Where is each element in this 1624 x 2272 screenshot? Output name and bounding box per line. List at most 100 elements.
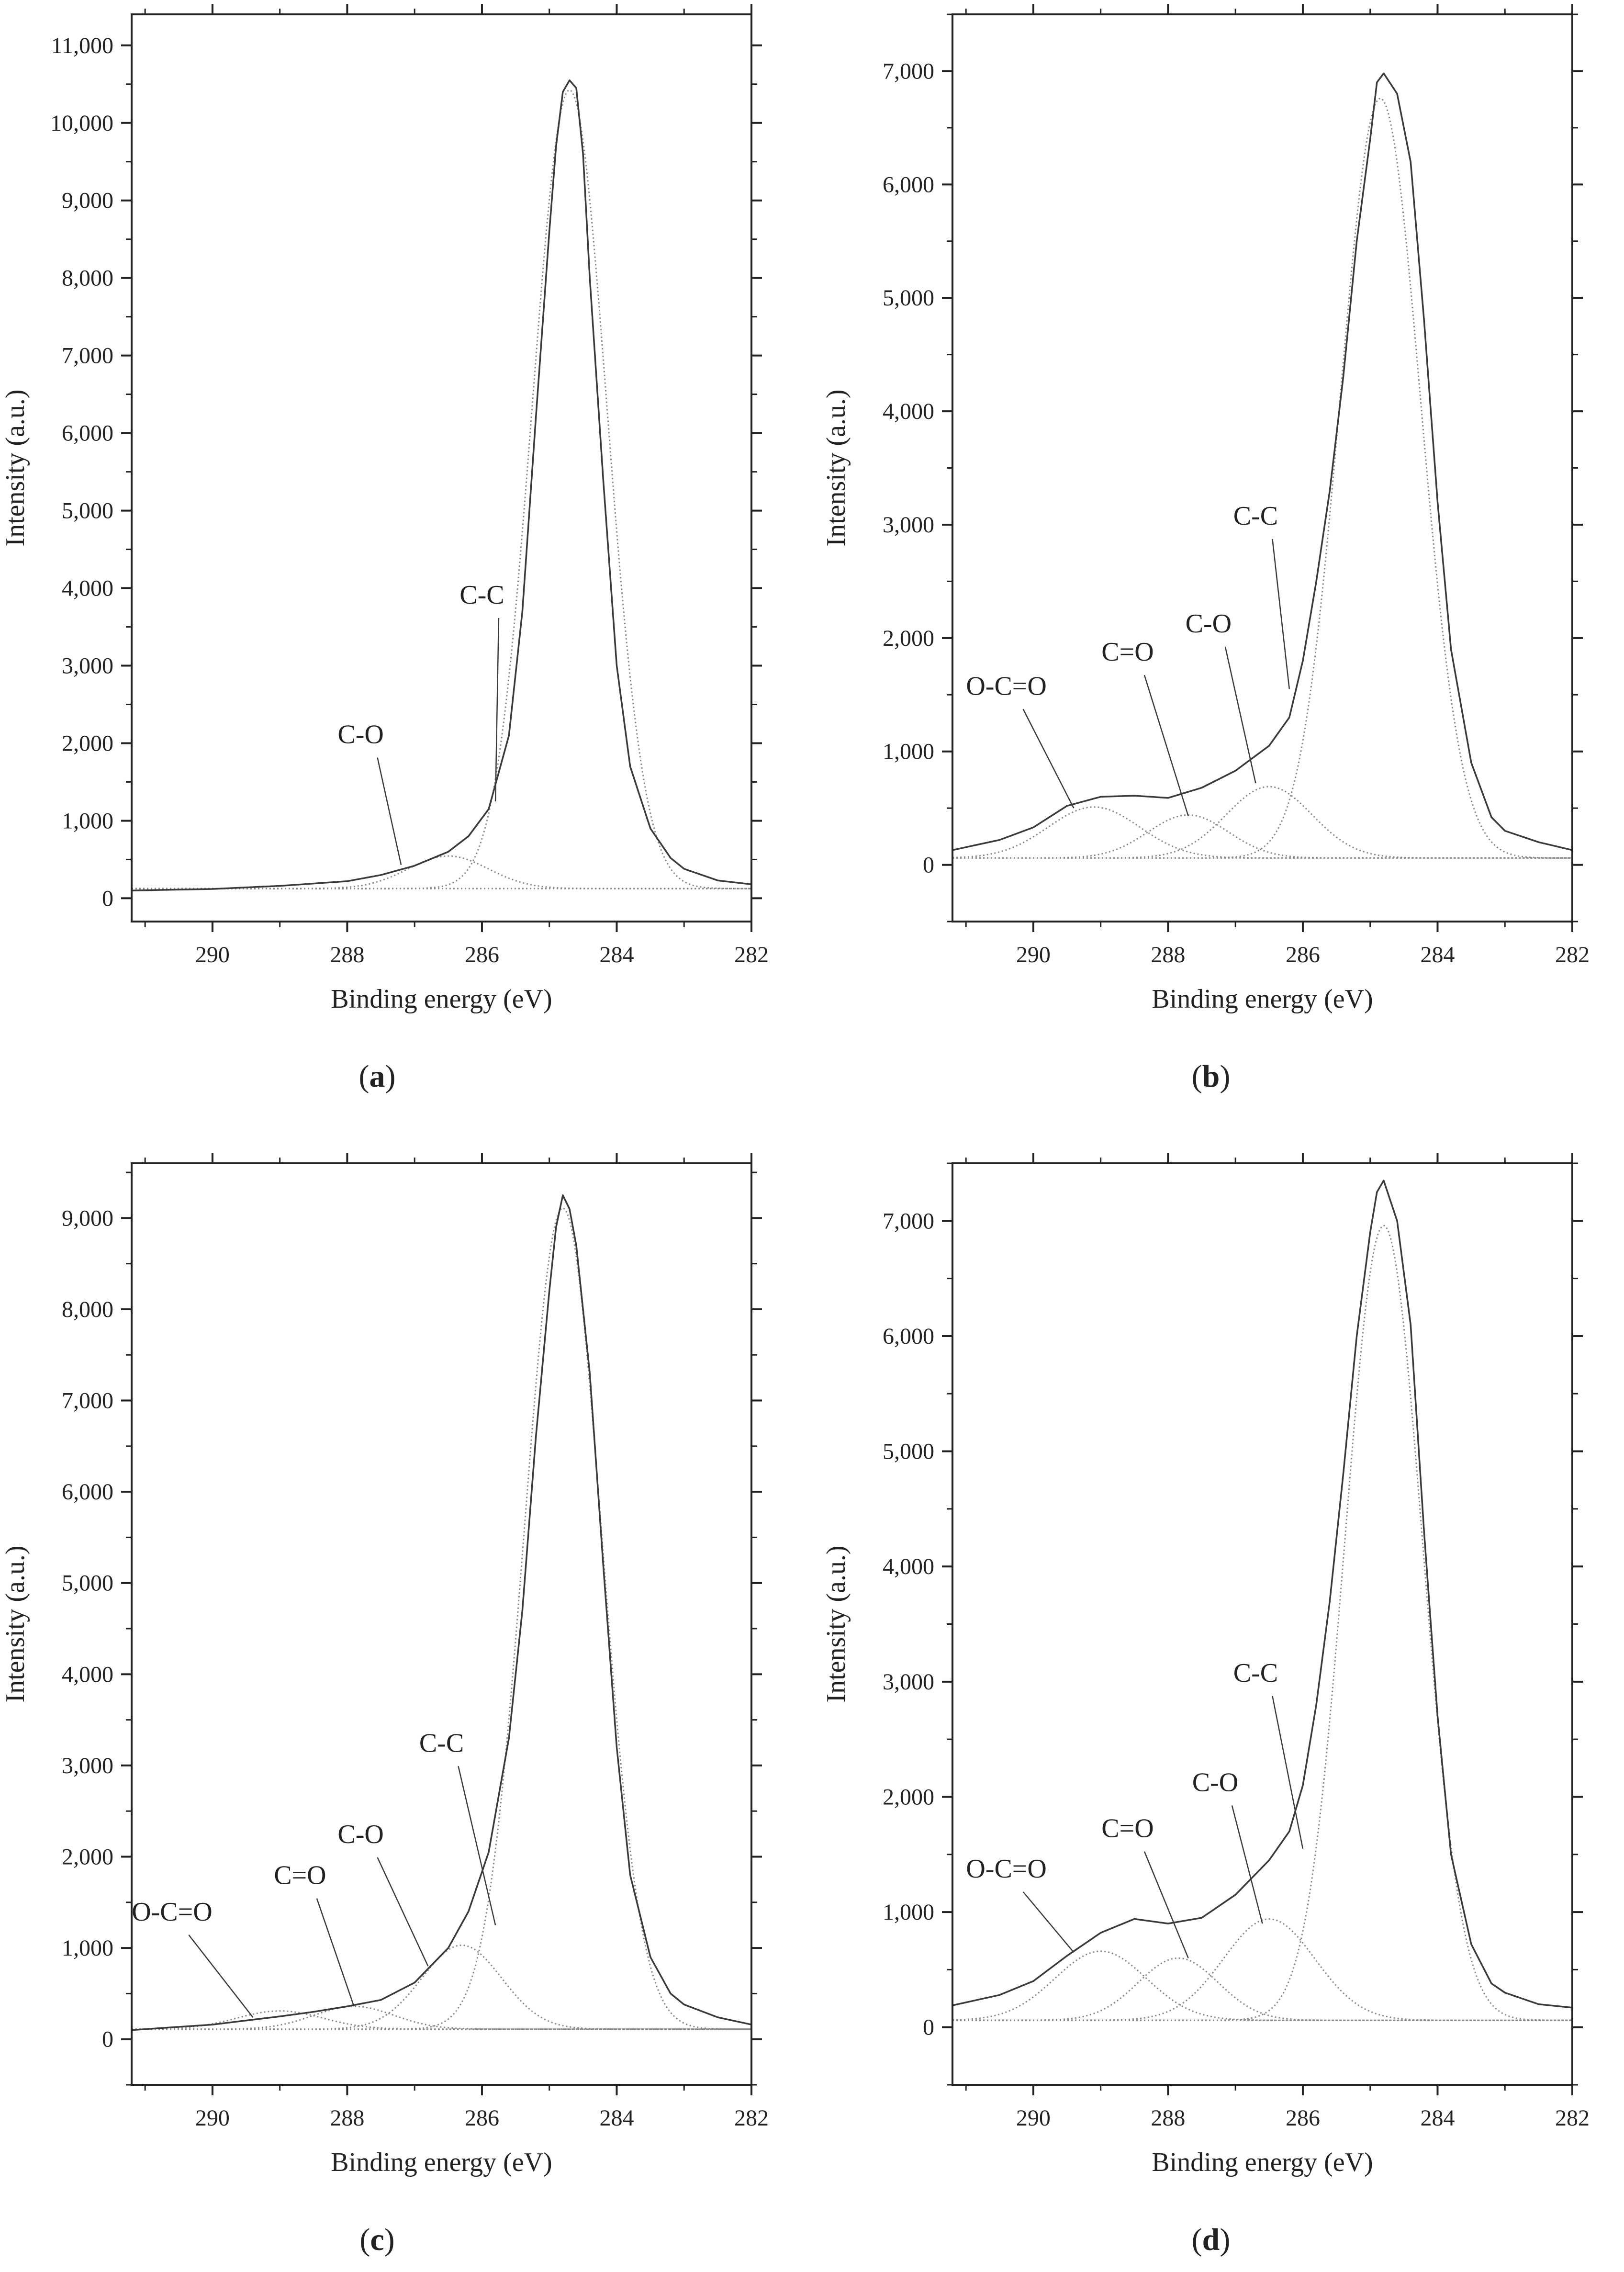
x-tick-label-a: 284 xyxy=(599,942,634,967)
annotation-o-c-o-c: O-C=O xyxy=(132,1897,212,1927)
annotation-leader-c-c-d xyxy=(1272,1696,1304,1849)
x-axis-title-b: Binding energy (eV) xyxy=(1152,984,1373,1014)
y-tick-label-c: 5,000 xyxy=(62,1571,113,1596)
x-tick-label-d: 282 xyxy=(1555,2105,1590,2131)
y-tick-label-c: 4,000 xyxy=(62,1662,113,1687)
y-tick-label-b: 0 xyxy=(923,853,934,878)
y-tick-label-b: 6,000 xyxy=(883,172,934,197)
panel-c: 290 288 286 284 282 0 1,000 2,000 3,000 4,000 5,00… xyxy=(0,1153,769,2257)
y-tick-label-a: 2,000 xyxy=(62,731,113,756)
annotation-leader-c-o-b xyxy=(1224,646,1256,784)
plot-area-a xyxy=(132,79,751,891)
y-tick-label-c: 9,000 xyxy=(62,1205,113,1231)
axes-frame-c xyxy=(131,1162,752,2086)
annotation-c-o-c: C-O xyxy=(337,1820,383,1849)
y-tick-label-b: 5,000 xyxy=(883,285,934,311)
y-tick-label-d: 1,000 xyxy=(883,1900,934,1925)
y-tick-label-a: 4,000 xyxy=(62,576,113,601)
x-tick-label-c: 282 xyxy=(734,2105,769,2131)
y-tick-label-d: 5,000 xyxy=(883,1439,934,1464)
x-tick-label-b: 290 xyxy=(1016,942,1051,967)
annotation-leader-c-c-b xyxy=(1272,539,1290,689)
measured-spectrum-a xyxy=(132,79,751,891)
y-tick-label-a: 10,000 xyxy=(50,111,113,136)
x-tick-label-a: 288 xyxy=(330,942,364,967)
y-tick-label-a: 6,000 xyxy=(62,421,113,446)
y-axis-title-b: Intensity (a.u.) xyxy=(821,389,851,546)
component-o-c-o-b xyxy=(952,806,1572,859)
plot-area-b xyxy=(952,72,1572,859)
x-tick-label-c: 284 xyxy=(599,2105,634,2131)
axes-frame-a xyxy=(131,13,752,922)
plot-area-d xyxy=(952,1180,1572,2021)
measured-spectrum-c xyxy=(132,1194,751,2031)
component-o-c-o-c xyxy=(132,2010,751,2030)
y-axis-title-d: Intensity (a.u.) xyxy=(821,1545,851,1702)
annotation-c-c-c: C-C xyxy=(419,1728,464,1758)
panel-d: 290 288 286 284 282 0 1,000 2,000 3,000 4,000 5,00… xyxy=(821,1153,1590,2257)
plot-area-c xyxy=(132,1194,751,2031)
x-tick-label-b: 284 xyxy=(1420,942,1455,967)
y-tick-label-c: 0 xyxy=(102,2027,113,2052)
annotation-o-c-o-b: O-C=O xyxy=(966,671,1046,701)
measured-spectrum-d xyxy=(952,1180,1572,2009)
annotation-c-o-b: C-O xyxy=(1186,609,1232,639)
annotation-o-c-o-d: O-C=O xyxy=(966,1854,1046,1884)
annotation-leader-c-o-a xyxy=(377,757,402,866)
y-tick-label-c: 2,000 xyxy=(62,1845,113,1870)
y-tick-label-d: 0 xyxy=(923,2015,934,2040)
panel-label-d: (d) xyxy=(1192,2222,1231,2257)
annotation-leader-c-o-d xyxy=(1143,1851,1189,1958)
x-tick-label-c: 286 xyxy=(465,2105,499,2131)
y-tick-label-d: 7,000 xyxy=(883,1208,934,1234)
x-tick-label-b: 286 xyxy=(1286,942,1320,967)
annotation-c-o-a: C-O xyxy=(337,720,383,749)
x-tick-label-d: 288 xyxy=(1151,2105,1185,2131)
annotation-c-c-a: C-C xyxy=(459,580,504,610)
y-tick-label-b: 1,000 xyxy=(883,739,934,765)
x-tick-label-c: 290 xyxy=(195,2105,230,2131)
annotation-c-o-b: C=O xyxy=(1101,637,1154,667)
annotation-c-c-d: C-C xyxy=(1233,1658,1278,1688)
y-tick-label-c: 6,000 xyxy=(62,1479,113,1505)
x-tick-label-a: 286 xyxy=(465,942,499,967)
x-tick-label-d: 284 xyxy=(1420,2105,1455,2131)
annotation-leader-c-o-c xyxy=(316,1898,355,2007)
x-axis-title-c: Binding energy (eV) xyxy=(331,2148,552,2177)
annotation-leader-c-c-c xyxy=(458,1766,496,1925)
y-tick-label-a: 9,000 xyxy=(62,188,113,214)
annotation-c-c-b: C-C xyxy=(1233,501,1278,531)
y-tick-label-a: 0 xyxy=(102,886,113,911)
y-axis-title-c: Intensity (a.u.) xyxy=(0,1545,30,1702)
y-tick-label-b: 4,000 xyxy=(883,399,934,424)
component-c-o-d xyxy=(952,1918,1572,2021)
y-tick-label-d: 3,000 xyxy=(883,1669,934,1695)
y-tick-label-d: 4,000 xyxy=(883,1554,934,1579)
panel-letter-d: d xyxy=(1202,2222,1220,2257)
annotation-leader-o-c-o-d xyxy=(1022,1891,1075,1953)
panel-label-c: (c) xyxy=(359,2222,394,2257)
x-axis-title-d: Binding energy (eV) xyxy=(1152,2148,1373,2177)
annotation-c-o-c: C=O xyxy=(274,1861,326,1890)
annotation-leader-c-c-a xyxy=(494,618,500,801)
annotation-leader-c-o-b xyxy=(1143,675,1189,817)
y-tick-label-c: 7,000 xyxy=(62,1388,113,1414)
y-tick-label-a: 8,000 xyxy=(62,266,113,291)
y-tick-label-b: 2,000 xyxy=(883,626,934,651)
panel-a: 290 288 286 284 282 0 1,000 2,000 3,000 4,000 5,00… xyxy=(0,4,769,1094)
x-axis-title-a: Binding energy (eV) xyxy=(331,984,552,1014)
y-tick-label-c: 3,000 xyxy=(62,1753,113,1778)
annotation-c-o-d: C-O xyxy=(1192,1767,1238,1797)
panel-label-b: (b) xyxy=(1192,1059,1231,1094)
x-tick-label-a: 282 xyxy=(734,942,769,967)
component-c-c-c xyxy=(132,1207,751,2030)
y-tick-label-c: 8,000 xyxy=(62,1297,113,1322)
component-o-c-o-d xyxy=(952,1950,1572,2021)
panel-letter-b: b xyxy=(1202,1059,1220,1094)
y-tick-label-a: 1,000 xyxy=(62,808,113,833)
y-tick-label-a: 3,000 xyxy=(62,653,113,679)
annotation-leader-o-c-o-b xyxy=(1022,709,1075,809)
annotation-leader-c-o-c xyxy=(377,1857,429,1967)
